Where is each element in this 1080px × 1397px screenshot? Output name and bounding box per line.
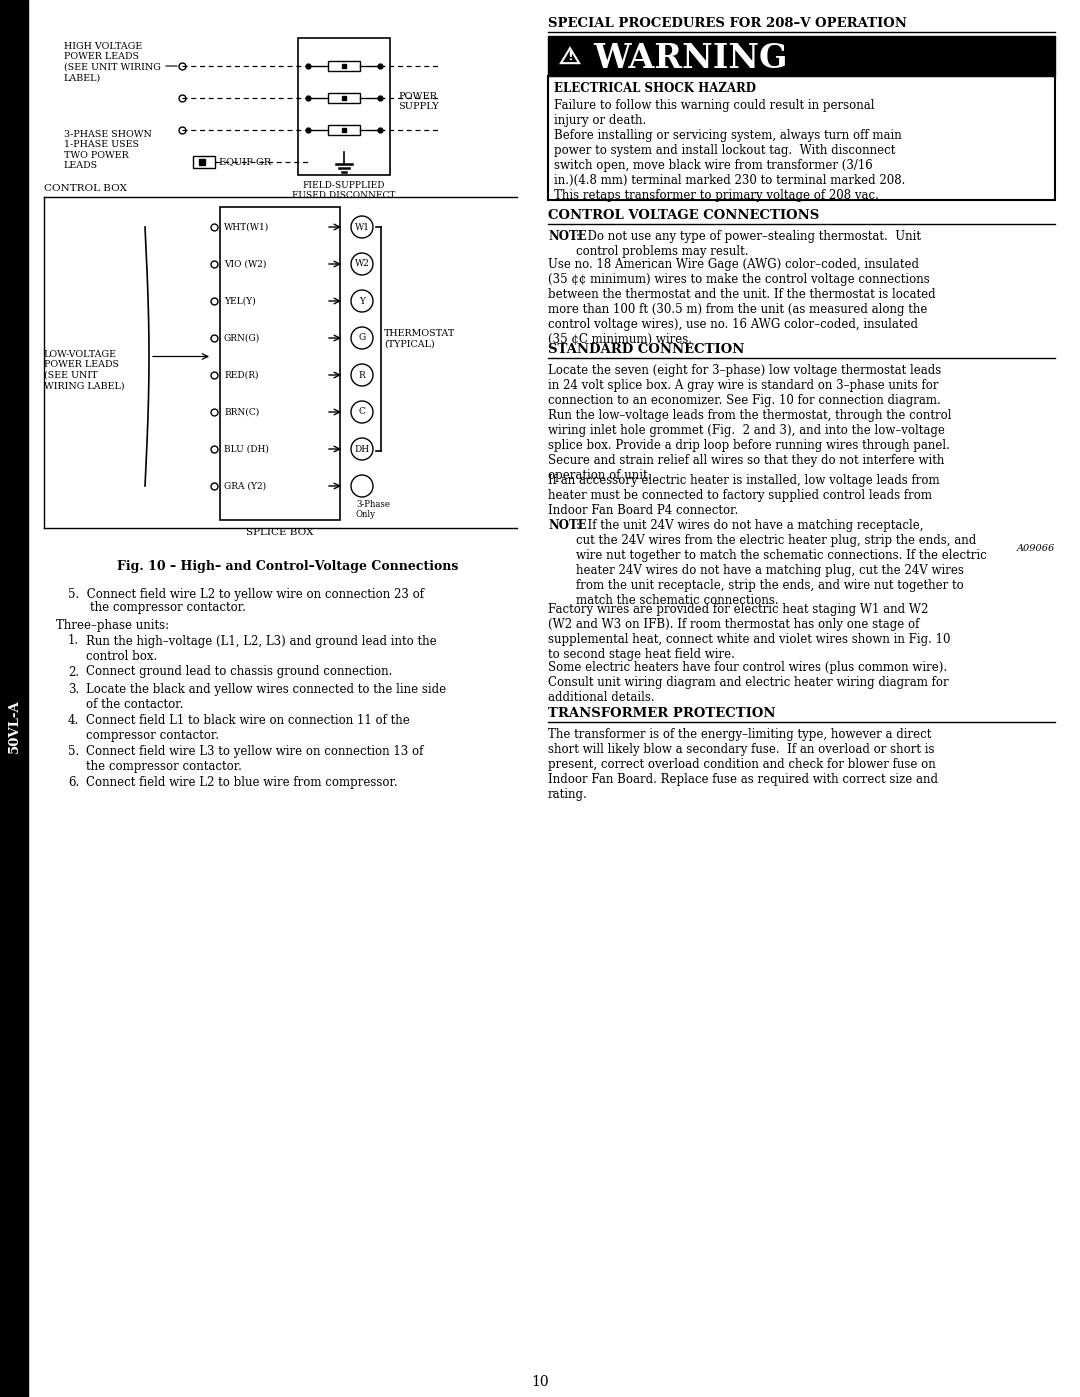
Text: Connect field wire L3 to yellow wire on connection 13 of
the compressor contacto: Connect field wire L3 to yellow wire on …: [86, 745, 423, 773]
Bar: [0, 0, 28, 1397]
Text: C: C: [359, 408, 365, 416]
Text: 3.: 3.: [68, 683, 79, 696]
Text: Before installing or servicing system, always turn off main
power to system and : Before installing or servicing system, a…: [554, 129, 905, 203]
Text: Failure to follow this warning could result in personal
injury or death.: Failure to follow this warning could res…: [554, 99, 875, 127]
Text: STANDARD CONNECTION: STANDARD CONNECTION: [548, 344, 744, 356]
Text: 6.: 6.: [68, 775, 79, 789]
Text: SPLICE BOX: SPLICE BOX: [246, 528, 314, 536]
Circle shape: [351, 217, 373, 237]
Text: YEL(Y): YEL(Y): [224, 296, 256, 306]
Text: The transformer is of the energy–limiting type, however a direct
short will like: The transformer is of the energy–limitin…: [548, 728, 939, 800]
Text: the compressor contactor.: the compressor contactor.: [90, 602, 246, 615]
Bar: [220, 207, 340, 520]
Text: EQUIP GR: EQUIP GR: [219, 158, 271, 166]
Text: G: G: [359, 334, 366, 342]
Text: 5.  Connect field wire L2 to yellow wire on connection 23 of: 5. Connect field wire L2 to yellow wire …: [68, 588, 424, 601]
Text: NOTE: NOTE: [548, 520, 586, 532]
Text: 50VL-A: 50VL-A: [8, 700, 21, 753]
Text: W1: W1: [354, 222, 369, 232]
Text: Some electric heaters have four control wires (plus common wire).
Consult unit w: Some electric heaters have four control …: [548, 661, 948, 704]
Text: Connect field L1 to black wire on connection 11 of the
compressor contactor.: Connect field L1 to black wire on connec…: [86, 714, 409, 742]
Text: ELECTRICAL SHOCK HAZARD: ELECTRICAL SHOCK HAZARD: [554, 82, 756, 95]
Text: DH: DH: [354, 444, 369, 454]
Bar: [193, 156, 215, 168]
Text: Connect field wire L2 to blue wire from compressor.: Connect field wire L2 to blue wire from …: [86, 775, 397, 789]
Text: Fig. 10 – High– and Control–Voltage Connections: Fig. 10 – High– and Control–Voltage Conn…: [118, 560, 459, 573]
Text: Locate the seven (eight for 3–phase) low voltage thermostat leads
in 24 volt spl: Locate the seven (eight for 3–phase) low…: [548, 365, 951, 482]
Bar: [328, 124, 360, 136]
Text: THERMOSTAT
(TYPICAL): THERMOSTAT (TYPICAL): [384, 330, 456, 349]
Text: 3-Phase
Only: 3-Phase Only: [356, 500, 390, 520]
Text: 4.: 4.: [68, 714, 79, 726]
Text: 1.: 1.: [68, 634, 79, 647]
Text: W2: W2: [354, 260, 369, 268]
Text: A09066: A09066: [1016, 543, 1055, 553]
Circle shape: [351, 327, 373, 349]
Text: RED(R): RED(R): [224, 370, 258, 380]
Text: GRA (Y2): GRA (Y2): [224, 482, 266, 490]
Text: :  If the unit 24V wires do not have a matching receptacle,
cut the 24V wires fr: : If the unit 24V wires do not have a ma…: [576, 520, 987, 608]
Text: 2.: 2.: [68, 665, 79, 679]
Text: Y: Y: [359, 296, 365, 306]
Text: 3-PHASE SHOWN
1-PHASE USES
TWO POWER
LEADS: 3-PHASE SHOWN 1-PHASE USES TWO POWER LEA…: [64, 130, 152, 170]
Circle shape: [351, 253, 373, 275]
Text: 10: 10: [531, 1375, 549, 1389]
Circle shape: [351, 365, 373, 386]
Text: POWER
SUPPLY: POWER SUPPLY: [399, 92, 438, 112]
Text: CONTROL VOLTAGE CONNECTIONS: CONTROL VOLTAGE CONNECTIONS: [548, 210, 820, 222]
Bar: [298, 38, 390, 175]
Polygon shape: [561, 49, 579, 63]
Circle shape: [351, 401, 373, 423]
Text: BRN(C): BRN(C): [224, 408, 259, 416]
Bar: [328, 94, 360, 103]
Text: TRANSFORMER PROTECTION: TRANSFORMER PROTECTION: [548, 707, 775, 719]
Text: Three–phase units:: Three–phase units:: [56, 619, 170, 631]
Text: Factory wires are provided for electric heat staging W1 and W2
(W2 and W3 on IFB: Factory wires are provided for electric …: [548, 604, 950, 661]
Text: Connect ground lead to chassis ground connection.: Connect ground lead to chassis ground co…: [86, 665, 392, 679]
Text: GRN(G): GRN(G): [224, 334, 260, 342]
Circle shape: [351, 291, 373, 312]
Circle shape: [351, 475, 373, 497]
Text: Run the high–voltage (L1, L2, L3) and ground lead into the
control box.: Run the high–voltage (L1, L2, L3) and gr…: [86, 634, 436, 662]
Text: Locate the black and yellow wires connected to the line side
of the contactor.: Locate the black and yellow wires connec…: [86, 683, 446, 711]
Text: 5.: 5.: [68, 745, 79, 759]
Text: SPECIAL PROCEDURES FOR 208–V OPERATION: SPECIAL PROCEDURES FOR 208–V OPERATION: [548, 17, 907, 29]
Bar: [548, 36, 1055, 75]
Text: R: R: [359, 370, 365, 380]
Text: VIO (W2): VIO (W2): [224, 260, 267, 268]
Bar: [328, 61, 360, 71]
Text: LOW-VOLTAGE
POWER LEADS
(SEE UNIT
WIRING LABEL): LOW-VOLTAGE POWER LEADS (SEE UNIT WIRING…: [44, 351, 124, 390]
Bar: [548, 75, 1055, 200]
Text: :  Do not use any type of power–stealing thermostat.  Unit
control problems may : : Do not use any type of power–stealing …: [576, 231, 921, 258]
Text: CONTROL BOX: CONTROL BOX: [44, 184, 127, 193]
Text: NOTE: NOTE: [548, 231, 586, 243]
Text: HIGH VOLTAGE
POWER LEADS
(SEE UNIT WIRING
LABEL): HIGH VOLTAGE POWER LEADS (SEE UNIT WIRIN…: [64, 42, 161, 82]
Text: WARNING: WARNING: [593, 42, 787, 74]
Text: If an accessory electric heater is installed, low voltage leads from
heater must: If an accessory electric heater is insta…: [548, 474, 940, 517]
Text: FIELD-SUPPLIED
FUSED DISCONNECT: FIELD-SUPPLIED FUSED DISCONNECT: [293, 182, 395, 200]
Circle shape: [351, 439, 373, 460]
Text: Use no. 18 American Wire Gage (AWG) color–coded, insulated
(35 ¢¢ minimum) wires: Use no. 18 American Wire Gage (AWG) colo…: [548, 258, 935, 346]
Text: BLU (DH): BLU (DH): [224, 444, 269, 454]
Text: WHT(W1): WHT(W1): [224, 222, 269, 232]
Text: !: !: [567, 50, 572, 63]
